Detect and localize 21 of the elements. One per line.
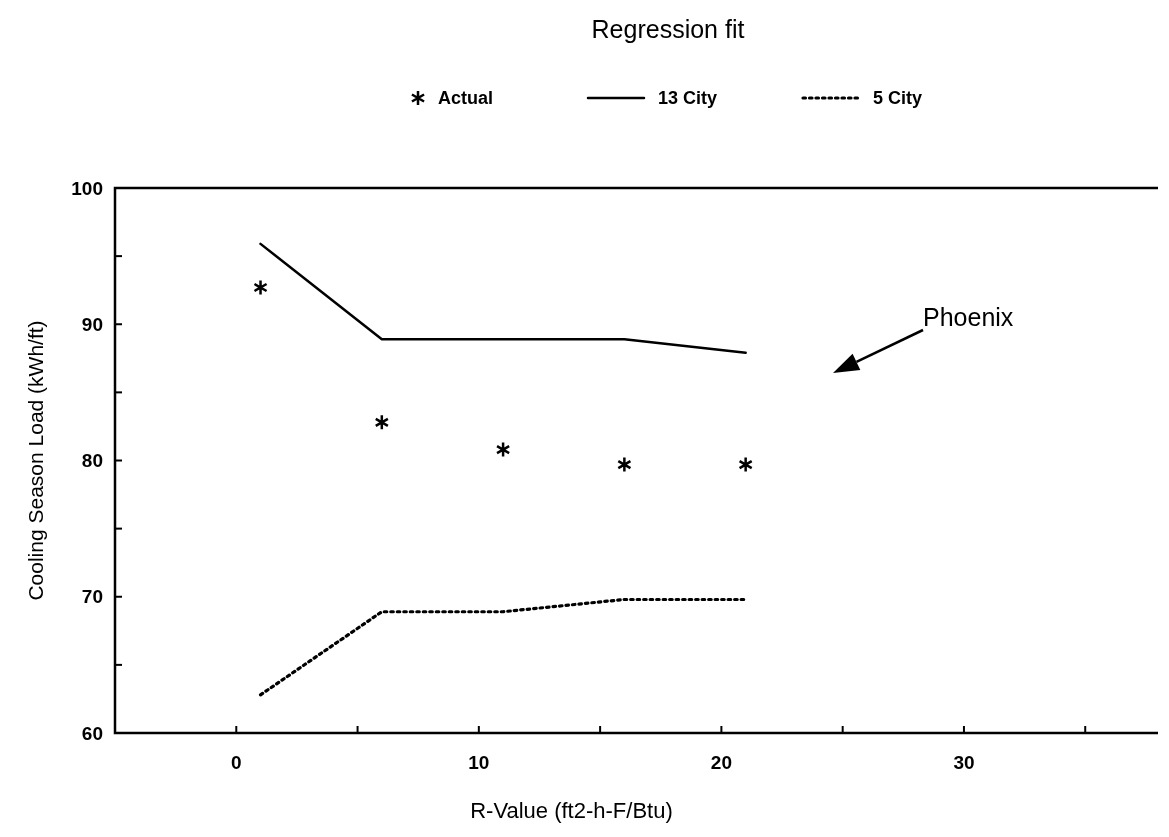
y-tick-label: 80	[81, 450, 103, 472]
point	[738, 456, 753, 473]
y-tick-label: 70	[81, 586, 103, 608]
x-tick-label: 10	[468, 752, 490, 773]
legend-title: Regression fit	[591, 15, 745, 43]
legend-label: Actual	[438, 88, 494, 108]
x-tick-label: 0	[230, 752, 242, 773]
point	[617, 456, 632, 473]
point	[253, 279, 268, 296]
x-tick-label: 30	[953, 752, 975, 773]
point	[495, 441, 511, 458]
legend-label: 13 City	[658, 88, 718, 108]
y-axis-title: Cooling Season Load (kWh/ft)	[24, 320, 47, 601]
x-tick-label: 20	[710, 752, 732, 773]
y-tick-label: 90	[81, 313, 103, 335]
x-axis-title: R-Value (ft2-h-F/Btu)	[470, 798, 673, 823]
y-tick-label: 60	[81, 722, 103, 744]
annotation: Phoenix	[923, 303, 1014, 331]
point	[374, 414, 390, 431]
y-tick-label: 100	[71, 177, 103, 199]
legend-label: 5 City	[873, 88, 923, 108]
